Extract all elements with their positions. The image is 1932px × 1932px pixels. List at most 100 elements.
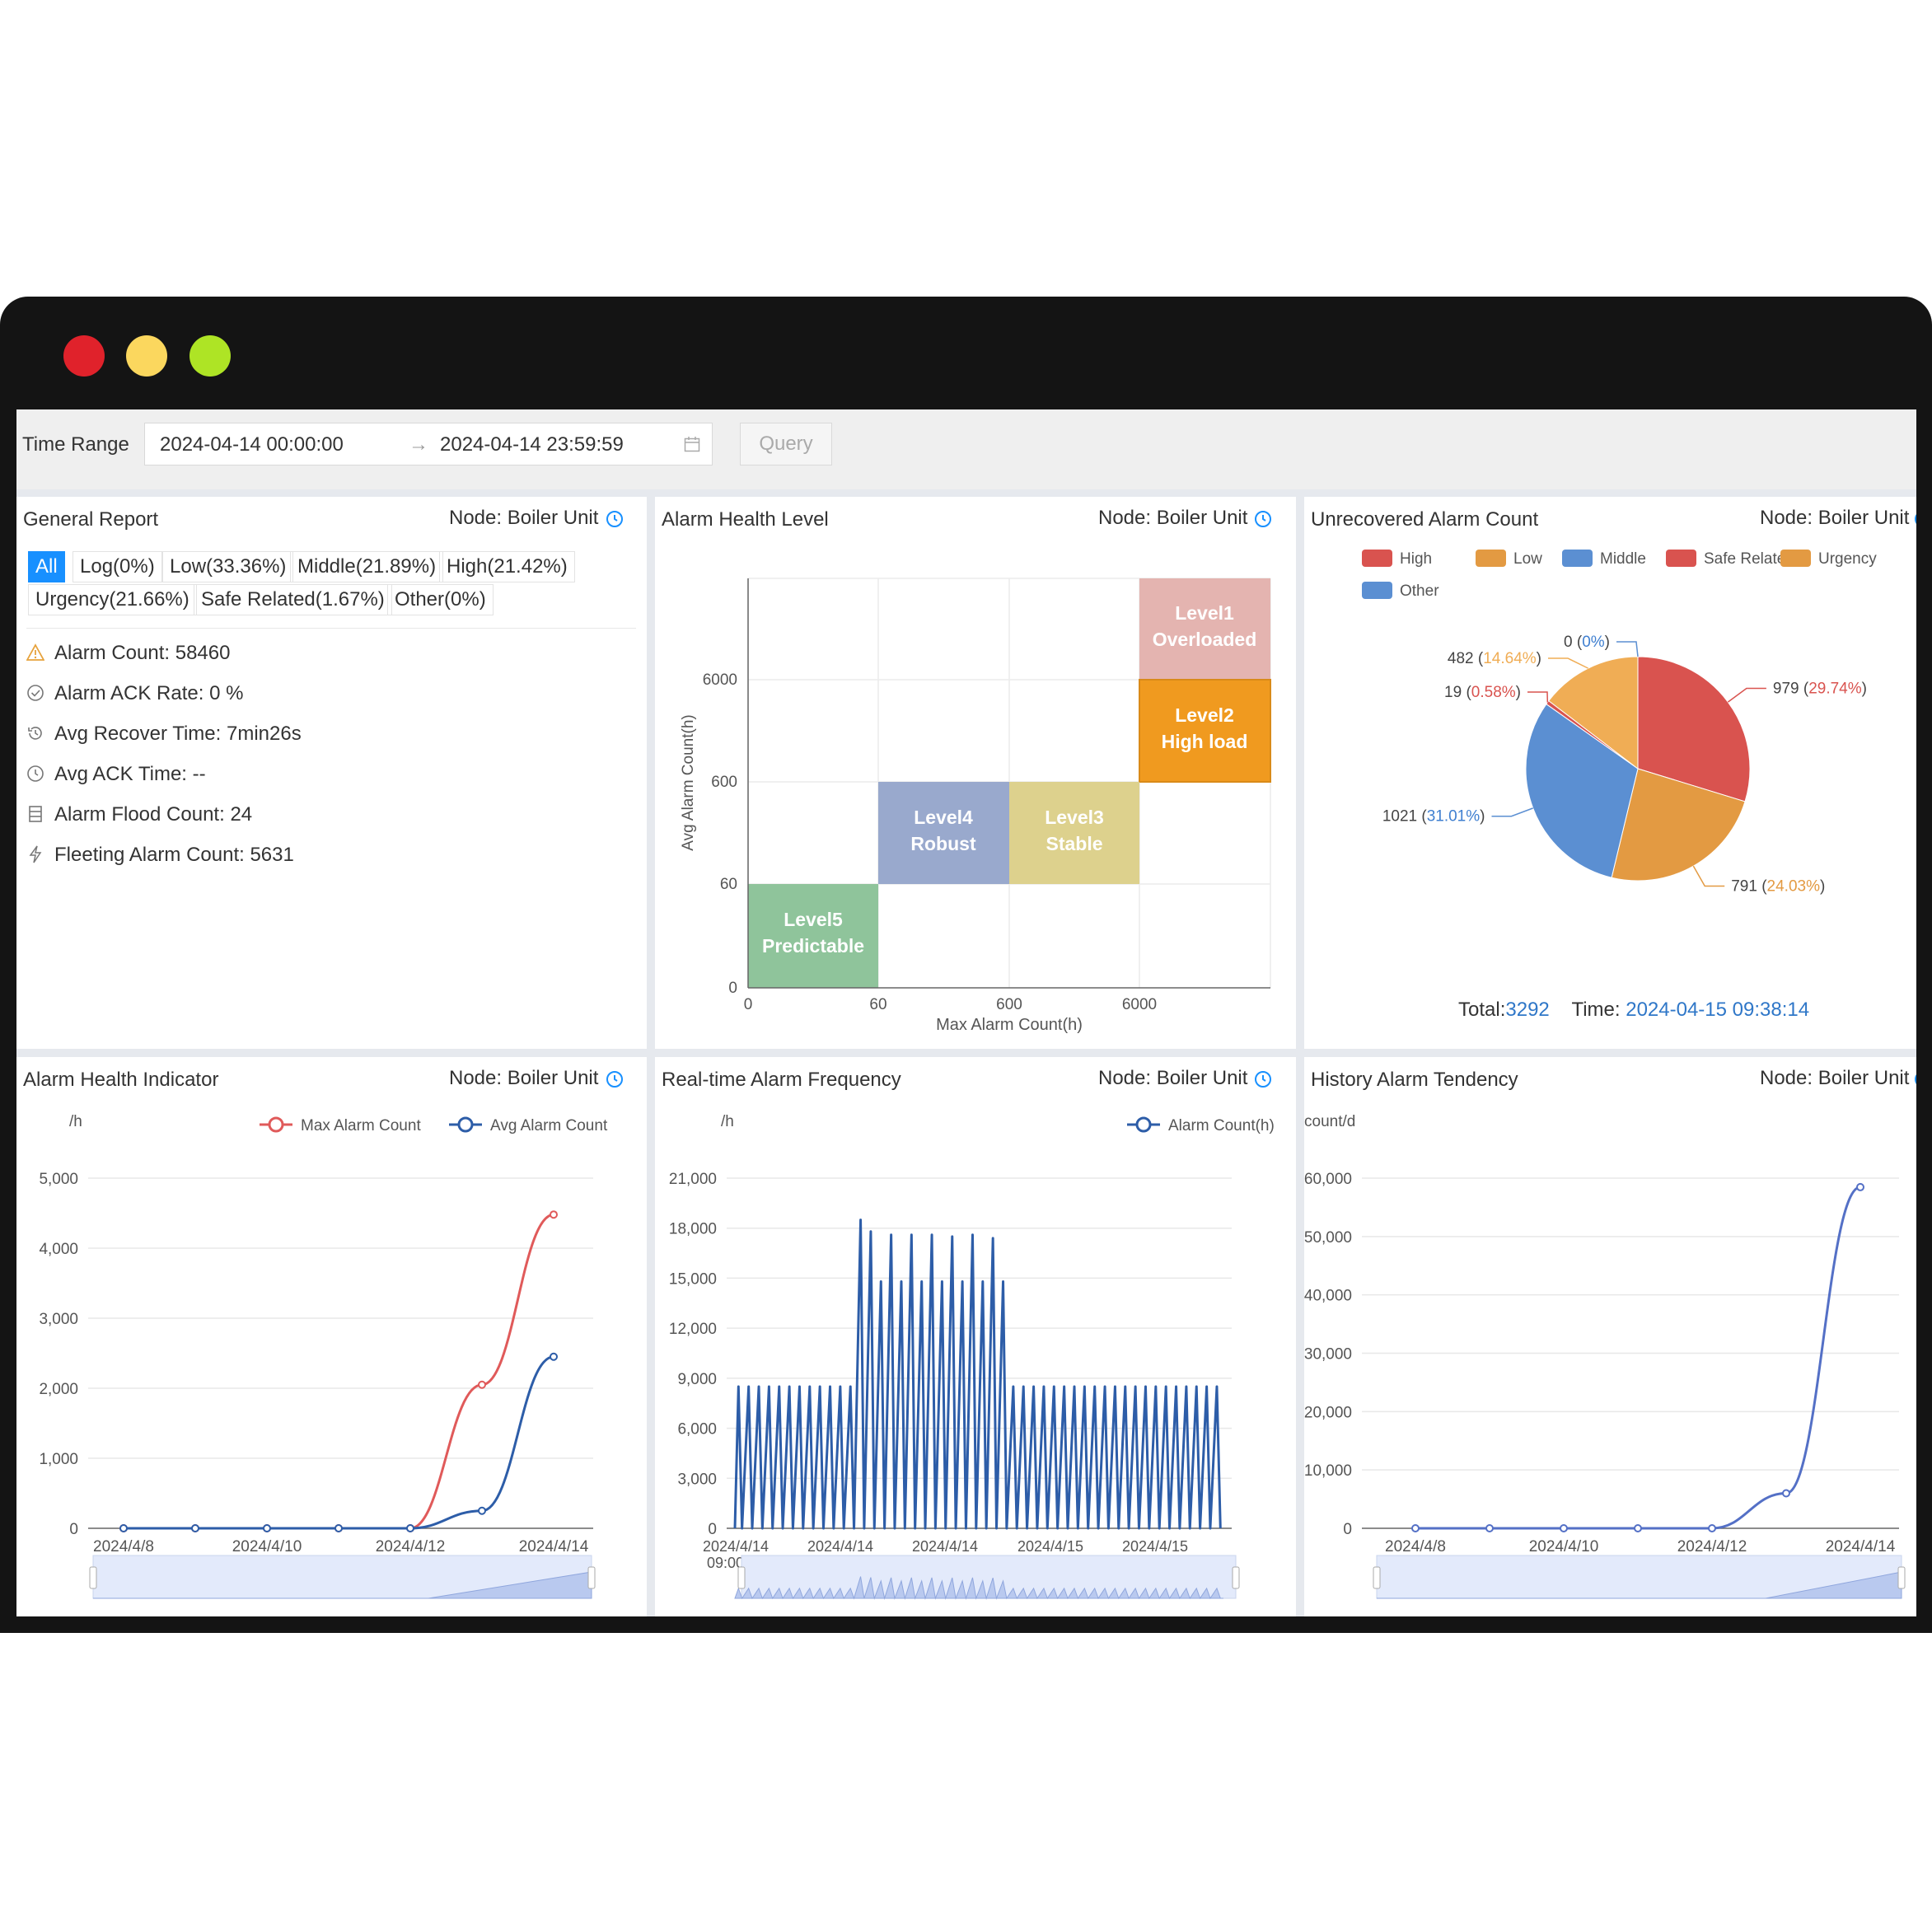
legend-label[interactable]: Safe Related xyxy=(1704,550,1794,568)
data-zoom-handle-left[interactable] xyxy=(89,1566,97,1589)
node-selector[interactable]: Node: Boiler Unit xyxy=(449,507,598,530)
data-point[interactable] xyxy=(334,1524,343,1532)
data-point[interactable] xyxy=(1708,1524,1716,1532)
date-range-picker[interactable]: 2024-04-14 00:00:00 → 2024-04-14 23:59:5… xyxy=(144,423,713,465)
data-point[interactable] xyxy=(478,1506,486,1515)
legend-label[interactable]: Alarm Count(h) xyxy=(1168,1117,1275,1134)
data-zoom-handle-right[interactable] xyxy=(1232,1566,1240,1589)
data-point[interactable] xyxy=(191,1524,199,1532)
list-icon xyxy=(29,806,42,822)
x-tick-label: 2024/4/8 xyxy=(1385,1538,1446,1555)
panel-title: History Alarm Tendency xyxy=(1311,1069,1518,1091)
tab-low[interactable]: Low(33.36%) xyxy=(162,551,294,582)
data-point[interactable] xyxy=(119,1524,128,1532)
tab-log[interactable]: Log(0%) xyxy=(73,551,162,582)
clock-icon[interactable] xyxy=(1254,1070,1272,1088)
pie-slice-label: 19 (0.58%) xyxy=(1444,684,1521,701)
tab-urgency[interactable]: Urgency(21.66%) xyxy=(28,584,197,615)
clock-icon[interactable] xyxy=(606,1070,624,1088)
level1-region xyxy=(1139,578,1270,680)
tab-high[interactable]: High(21.42%) xyxy=(439,551,575,582)
y-tick-label: 12,000 xyxy=(669,1321,717,1338)
maximize-window-button[interactable] xyxy=(189,335,231,377)
bolt-icon xyxy=(29,845,42,863)
y-tick-label: 5,000 xyxy=(39,1171,78,1188)
legend-marker[interactable] xyxy=(1135,1116,1152,1133)
filter-bar: Time Range 2024-04-14 00:00:00 → 2024-04… xyxy=(16,409,1916,489)
calendar-icon[interactable] xyxy=(684,436,700,452)
legend-swatch[interactable] xyxy=(1666,550,1696,567)
clock-icon[interactable] xyxy=(1914,1070,1916,1088)
pie-slice[interactable] xyxy=(1525,703,1639,878)
data-point[interactable] xyxy=(478,1380,486,1389)
node-selector[interactable]: Node: Boiler Unit xyxy=(1098,507,1248,529)
data-point[interactable] xyxy=(1634,1524,1642,1532)
legend-label[interactable]: High xyxy=(1400,550,1432,568)
data-point[interactable] xyxy=(550,1210,558,1219)
legend-swatch[interactable] xyxy=(1780,550,1811,567)
end-date-input[interactable]: 2024-04-14 23:59:59 xyxy=(440,433,624,456)
legend-label[interactable]: Middle xyxy=(1600,550,1646,568)
node-selector[interactable]: Node: Boiler Unit xyxy=(1760,1067,1910,1089)
node-value: Boiler Unit xyxy=(507,507,599,529)
legend-marker[interactable] xyxy=(268,1116,284,1133)
data-point[interactable] xyxy=(263,1524,271,1532)
query-button[interactable]: Query xyxy=(740,423,832,465)
data-zoom-handle-right[interactable] xyxy=(587,1566,596,1589)
tab-other[interactable]: Other(0%) xyxy=(387,584,494,615)
pie-slice[interactable] xyxy=(1637,656,1751,802)
close-window-button[interactable] xyxy=(63,335,105,377)
tab-safe-related[interactable]: Safe Related(1.67%) xyxy=(194,584,392,615)
data-point[interactable] xyxy=(550,1352,558,1361)
history-chart: count/d 0 10,000 20,000 30,000 40,000 50,000 60… xyxy=(1304,1113,1906,1599)
legend-swatch[interactable] xyxy=(1362,582,1392,599)
y-tick-label: 30,000 xyxy=(1304,1346,1352,1364)
level5-region xyxy=(748,884,878,988)
node-selector[interactable]: Node: Boiler Unit xyxy=(1760,507,1910,529)
x-tick-label: 2024/4/8 xyxy=(93,1538,154,1555)
data-point[interactable] xyxy=(1411,1524,1420,1532)
dashboard-content: Time Range 2024-04-14 00:00:00 → 2024-04… xyxy=(16,409,1916,1616)
legend-swatch[interactable] xyxy=(1362,550,1392,567)
legend-label[interactable]: Avg Alarm Count xyxy=(490,1117,608,1134)
data-point[interactable] xyxy=(1782,1489,1790,1498)
general-report-panel: General Report Node: Boiler Unit All Log… xyxy=(16,497,647,1049)
data-point[interactable] xyxy=(1485,1524,1494,1532)
data-point[interactable] xyxy=(1560,1524,1568,1532)
node-selector[interactable]: Node: Boiler Unit xyxy=(1098,1067,1248,1089)
clock-icon[interactable] xyxy=(606,510,624,528)
series-line xyxy=(733,1219,1222,1530)
legend-label[interactable]: Urgency xyxy=(1818,550,1877,568)
time-label: Time: xyxy=(1571,999,1621,1021)
history-tendency-panel: History Alarm Tendency Node: Boiler Unit… xyxy=(1304,1057,1916,1616)
node-selector[interactable]: Node: Boiler Unit xyxy=(449,1067,599,1089)
y-tick-label: 0 xyxy=(69,1521,78,1538)
y-axis-title: Avg Alarm Count(h) xyxy=(680,714,697,850)
data-zoom-handle-left[interactable] xyxy=(737,1566,746,1589)
unrecovered-pie-chart: High Low Middle Safe Related Urgency Other 979… xyxy=(1362,550,1877,895)
data-point[interactable] xyxy=(1856,1182,1864,1191)
clock-icon[interactable] xyxy=(1914,510,1916,528)
level2-label: Level2 xyxy=(1175,704,1234,726)
data-zoom-handle-left[interactable] xyxy=(1373,1566,1381,1589)
start-date-input[interactable]: 2024-04-14 00:00:00 xyxy=(160,433,344,456)
range-arrow-icon: → xyxy=(409,433,428,456)
total-value: 3292 xyxy=(1505,999,1550,1021)
clock-icon[interactable] xyxy=(1254,510,1272,528)
legend-marker[interactable] xyxy=(457,1116,474,1133)
tab-middle[interactable]: Middle(21.89%) xyxy=(290,551,444,582)
y-axis-unit: count/d xyxy=(1304,1113,1355,1130)
legend-swatch[interactable] xyxy=(1562,550,1593,567)
legend-label[interactable]: Max Alarm Count xyxy=(301,1117,421,1134)
x-tick-label: 2024/4/14 xyxy=(1826,1538,1896,1555)
data-zoom-handle-right[interactable] xyxy=(1897,1566,1906,1589)
pie-slice[interactable] xyxy=(1548,656,1639,770)
minimize-window-button[interactable] xyxy=(126,335,167,377)
legend-label[interactable]: Other xyxy=(1400,582,1439,600)
tab-all[interactable]: All xyxy=(28,551,65,582)
legend-swatch[interactable] xyxy=(1476,550,1506,567)
total-summary: Total:3292 Time: 2024-04-15 09:38:14 xyxy=(1458,999,1809,1022)
legend-label[interactable]: Low xyxy=(1513,550,1542,568)
pie-slice-label: 791 (24.03%) xyxy=(1731,877,1825,895)
data-point[interactable] xyxy=(406,1524,414,1532)
